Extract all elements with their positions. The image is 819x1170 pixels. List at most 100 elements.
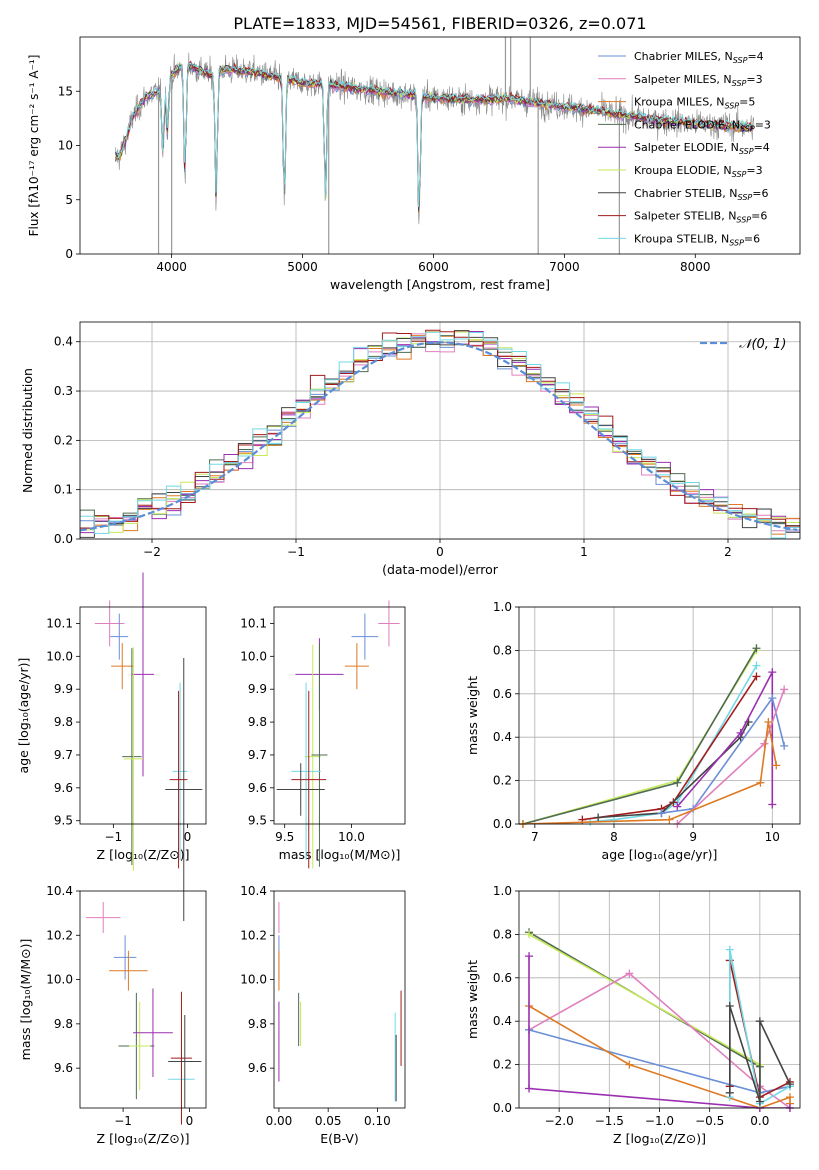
legend-entry-subscript: SSP <box>740 124 755 133</box>
mass_vs_Z-axes: −1 0 9.6 9.8 10.0 10.2 10.4 Z [log₁₀(Z/Z⊙)] mass… <box>18 884 207 1146</box>
legend-entry-subscript: SSP <box>738 193 753 202</box>
x-axis-label: Z [log₁₀(Z/Z⊙)] <box>97 1131 190 1146</box>
errorbar-point <box>170 991 193 1125</box>
weight-series <box>673 668 777 811</box>
weight-marker <box>673 778 682 787</box>
errorbar-point <box>131 572 155 777</box>
legend-entry: Chabrier ELODIE, NSSP=3 <box>634 118 771 133</box>
errorbar-point <box>172 682 188 861</box>
x-tick-label: −0.5 <box>695 1114 724 1128</box>
weight-marker <box>752 644 761 653</box>
legend-entry: Salpeter ELODIE, NSSP=4 <box>634 141 770 156</box>
y-tick-label: 10.0 <box>240 973 267 987</box>
weight-line <box>528 972 791 1108</box>
y-tick-label: 5 <box>65 193 73 207</box>
errorbar-point <box>129 1001 151 1091</box>
y-tick-label: 9.7 <box>248 748 267 762</box>
y-tick-label: 0.2 <box>493 1058 512 1072</box>
model-line <box>114 63 754 211</box>
y-tick-label: 9.8 <box>248 1017 267 1031</box>
x-axis-label: (data-model)/error <box>382 562 499 577</box>
x-tick-label: 5000 <box>287 260 318 274</box>
weight-marker <box>785 1080 794 1089</box>
x-tick-label: 10 <box>765 830 780 844</box>
x-tick-label: 0 <box>184 830 192 844</box>
y-tick-label: 9.6 <box>54 1061 73 1075</box>
x-axis-label: wavelength [Angstrom, rest frame] <box>330 277 550 292</box>
x-tick-label: 10.0 <box>338 830 365 844</box>
legend-entry-subscript: SSP <box>729 238 744 247</box>
weight-marker <box>755 1097 764 1106</box>
weight-marker <box>594 813 603 822</box>
legend-entry-tail: =6 <box>744 232 760 245</box>
x-tick-label: 0 <box>186 1114 194 1128</box>
legend-entry: Chabrier MILES, NSSP=4 <box>634 50 764 65</box>
errorbar-point <box>291 682 321 861</box>
y-tick-label: 9.8 <box>248 715 267 729</box>
x-tick-label: 8000 <box>680 260 711 274</box>
y-tick-label: 10.0 <box>240 649 267 663</box>
x-tick-label: 7000 <box>549 260 580 274</box>
x-tick-label: 0.00 <box>266 1114 293 1128</box>
x-tick-label: 9 <box>689 830 697 844</box>
weight-series <box>518 644 761 828</box>
errorbar-point <box>113 935 137 980</box>
y-axis-label: mass weight <box>465 676 480 755</box>
y-tick-label: 10.4 <box>46 884 73 898</box>
weight-line <box>582 675 758 821</box>
x-axis-label: Z [log₁₀(Z/Z⊙)] <box>613 1131 706 1146</box>
weight-line <box>528 931 761 1108</box>
weight-marker <box>752 672 761 681</box>
axes-frame <box>518 606 801 825</box>
weight-marker <box>780 685 789 694</box>
weight-line <box>522 647 758 824</box>
y-tick-label: 10.2 <box>46 928 73 942</box>
weight-marker <box>625 969 634 978</box>
y-tick-label: 10.2 <box>240 928 267 942</box>
axes-frame <box>79 36 801 255</box>
y-tick-label: 9.8 <box>54 715 73 729</box>
weight-marker <box>736 728 745 737</box>
axes-frame <box>79 890 207 1109</box>
legend-entry-tail: =6 <box>752 187 768 200</box>
residual-legend: 𝒩(0, 1) <box>700 337 786 352</box>
weight-marker <box>768 800 777 809</box>
legend-entry-subscript: SSP <box>732 170 747 179</box>
y-tick-label: 0.3 <box>54 384 73 398</box>
legend-entry-subscript: SSP <box>733 56 748 65</box>
weight-marker <box>768 668 777 677</box>
legend-entry-subscript: SSP <box>736 216 751 225</box>
weight_vs_age-axes: 7 8 9 10 0.0 0.2 0.4 0.6 0.8 1.0 age [log₁₀(age/yr… <box>465 600 801 862</box>
legend-entry: Kroupa MILES, NSSP=5 <box>634 96 755 111</box>
errorbar-point <box>111 643 134 690</box>
axes-frame <box>79 606 207 825</box>
figure-title: PLATE=1833, MJD=54561, FIBERID=0326, z=0… <box>233 14 646 33</box>
weight_vs_Z-axes: −2.0 −1.5 −1.0 −0.5 0.0 0.0 0.2 0.4 0.6 0.8 1.0 Z [… <box>465 884 801 1146</box>
errorbar-point <box>378 600 400 647</box>
axes-frame <box>273 890 406 1109</box>
legend-entry: Chabrier STELIB, NSSP=6 <box>634 187 768 202</box>
y-tick-label: 10.0 <box>46 973 73 987</box>
legend-entry: Salpeter STELIB, NSSP=6 <box>634 210 767 225</box>
y-tick-label: 0.2 <box>493 774 512 788</box>
weight-marker <box>525 952 534 961</box>
x-tick-label: 8 <box>610 830 618 844</box>
weight-series <box>725 1002 794 1106</box>
y-tick-label: 9.6 <box>248 1061 267 1075</box>
legend-entry: Salpeter MILES, NSSP=3 <box>634 73 763 88</box>
axes-frame <box>273 606 406 825</box>
errorbar-point <box>165 657 203 921</box>
weight-line <box>598 721 750 819</box>
y-axis-label: mass [log₁₀(M/M⊙)] <box>18 939 33 1061</box>
legend-entry-subscript: SSP <box>732 79 747 88</box>
errorbar-point <box>276 763 325 816</box>
x-tick-label: −1.0 <box>645 1114 674 1128</box>
y-axis-label: mass weight <box>465 960 480 1039</box>
weight-marker <box>768 694 777 703</box>
legend-entry-tail: =6 <box>751 210 767 223</box>
legend-entry: 𝒩(0, 1) <box>739 337 786 352</box>
x-axis-label: E(B-V) <box>320 1131 359 1146</box>
y-tick-label: 9.5 <box>248 814 267 828</box>
x-axis-label: mass [log₁₀(M/M⊙)] <box>279 847 401 862</box>
errorbar-point <box>110 613 129 660</box>
